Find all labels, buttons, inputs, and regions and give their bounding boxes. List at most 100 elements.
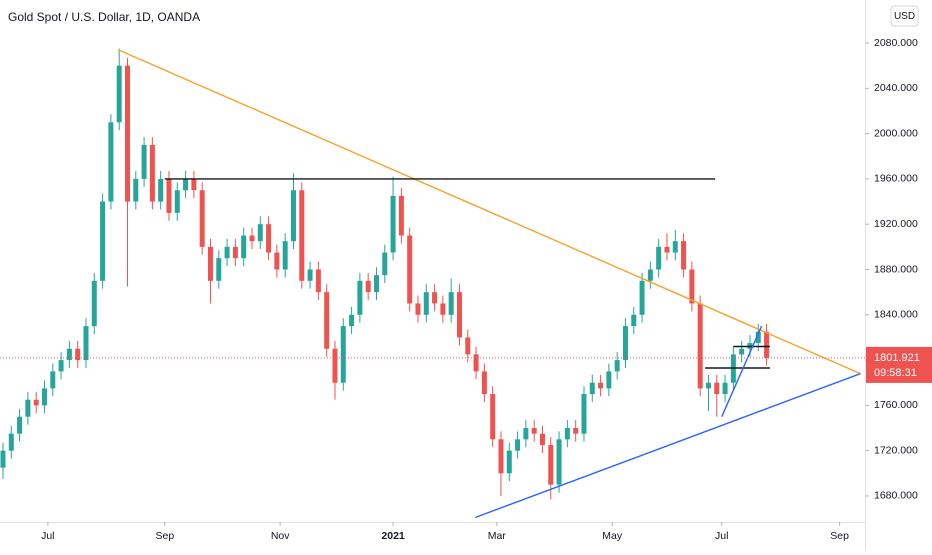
candle-body <box>714 382 720 395</box>
candle-body <box>241 235 247 259</box>
candle-body <box>689 269 695 304</box>
candle-body <box>249 235 255 242</box>
x-tick-label: Jul <box>715 530 728 542</box>
candle-body <box>58 360 64 372</box>
candle-body <box>440 303 446 315</box>
candle-body <box>207 246 213 281</box>
candle-body <box>50 371 56 389</box>
candle-body <box>548 445 554 485</box>
x-tick-label: May <box>602 530 623 542</box>
candle-body <box>290 190 296 242</box>
candle-body <box>315 269 321 293</box>
x-tick-label: Sep <box>830 530 849 542</box>
y-tick-label: 1840.000 <box>874 309 918 321</box>
candle-body <box>656 246 662 270</box>
candle-body <box>564 428 570 440</box>
candle-body <box>357 280 363 315</box>
candle-body <box>141 144 147 179</box>
candle-body <box>573 428 579 434</box>
candle-body <box>232 246 238 259</box>
candle-body <box>531 428 537 434</box>
candle-body <box>365 280 371 293</box>
plot-area <box>0 48 865 519</box>
candle-body <box>506 450 512 474</box>
candle-body <box>407 235 413 304</box>
candle-body <box>8 433 14 451</box>
candle-body <box>124 65 130 202</box>
candle-body <box>75 348 81 361</box>
candle-body <box>523 428 529 440</box>
candle-body <box>66 348 72 361</box>
candle-body <box>166 178 172 213</box>
candle-body <box>133 178 139 202</box>
candle-body <box>390 195 396 253</box>
candle-body <box>481 371 487 395</box>
y-tick-label: 1680.000 <box>874 490 918 502</box>
candle-body <box>0 450 6 468</box>
candle-body <box>556 439 562 485</box>
candle-body <box>373 275 379 293</box>
candle-body <box>100 201 106 281</box>
candle-body <box>83 326 89 361</box>
chart-title: Gold Spot / U.S. Dollar, 1D, OANDA <box>8 10 200 24</box>
candle-body <box>448 292 454 315</box>
candle-body <box>398 195 404 236</box>
candle-body <box>755 331 761 344</box>
trend-line <box>118 49 861 375</box>
candle-body <box>191 178 197 191</box>
candle-body <box>158 178 164 202</box>
candle-body <box>415 303 421 315</box>
candle-body <box>340 326 346 383</box>
candle-body <box>606 371 612 389</box>
candle-body <box>705 382 711 389</box>
candle-body <box>664 246 670 253</box>
x-tick-label: Nov <box>271 530 290 542</box>
x-tick-label: Mar <box>488 530 507 542</box>
candle-body <box>324 292 330 349</box>
candle-body <box>116 65 122 123</box>
last-price-box <box>866 346 932 383</box>
candle-body <box>490 394 496 440</box>
y-tick-label: 1920.000 <box>874 218 918 230</box>
last-price-label: 1801.921 <box>874 352 920 364</box>
candle-body <box>307 269 313 281</box>
candle-body <box>33 399 39 406</box>
candle-body <box>282 241 288 270</box>
candle-body <box>598 382 604 389</box>
candle-body <box>382 252 388 276</box>
candle-body <box>25 399 31 417</box>
candle-body <box>266 224 272 253</box>
candle-body <box>498 439 504 474</box>
candle-body <box>681 241 687 270</box>
y-tick-label: 1760.000 <box>874 399 918 411</box>
candle-body <box>614 360 620 372</box>
candle-body <box>199 190 205 247</box>
candle-body <box>274 252 280 270</box>
candle-body <box>183 178 189 191</box>
candle-body <box>697 303 703 389</box>
y-tick-label: 1720.000 <box>874 444 918 456</box>
candle-body <box>17 416 23 434</box>
candle-body <box>739 348 745 355</box>
candle-body <box>465 337 471 355</box>
trend-line <box>721 325 763 417</box>
candle-body <box>647 269 653 281</box>
currency-button[interactable] <box>890 5 919 27</box>
candle-body <box>473 354 479 372</box>
trend-line <box>474 373 861 519</box>
candle-body <box>432 292 438 304</box>
candle-body <box>349 314 355 327</box>
y-tick-label: 1880.000 <box>874 263 918 275</box>
y-tick-label: 1960.000 <box>874 173 918 185</box>
candle-body <box>639 280 645 315</box>
candle-body <box>423 292 429 315</box>
candle-body <box>299 190 305 281</box>
candle-body <box>622 326 628 361</box>
currency-label[interactable]: USD <box>894 11 915 22</box>
candle-body <box>149 144 155 202</box>
x-tick-label: 2021 <box>381 530 405 542</box>
candle-body <box>764 331 770 358</box>
candle-body <box>224 246 230 259</box>
x-tick-label: Sep <box>155 530 174 542</box>
